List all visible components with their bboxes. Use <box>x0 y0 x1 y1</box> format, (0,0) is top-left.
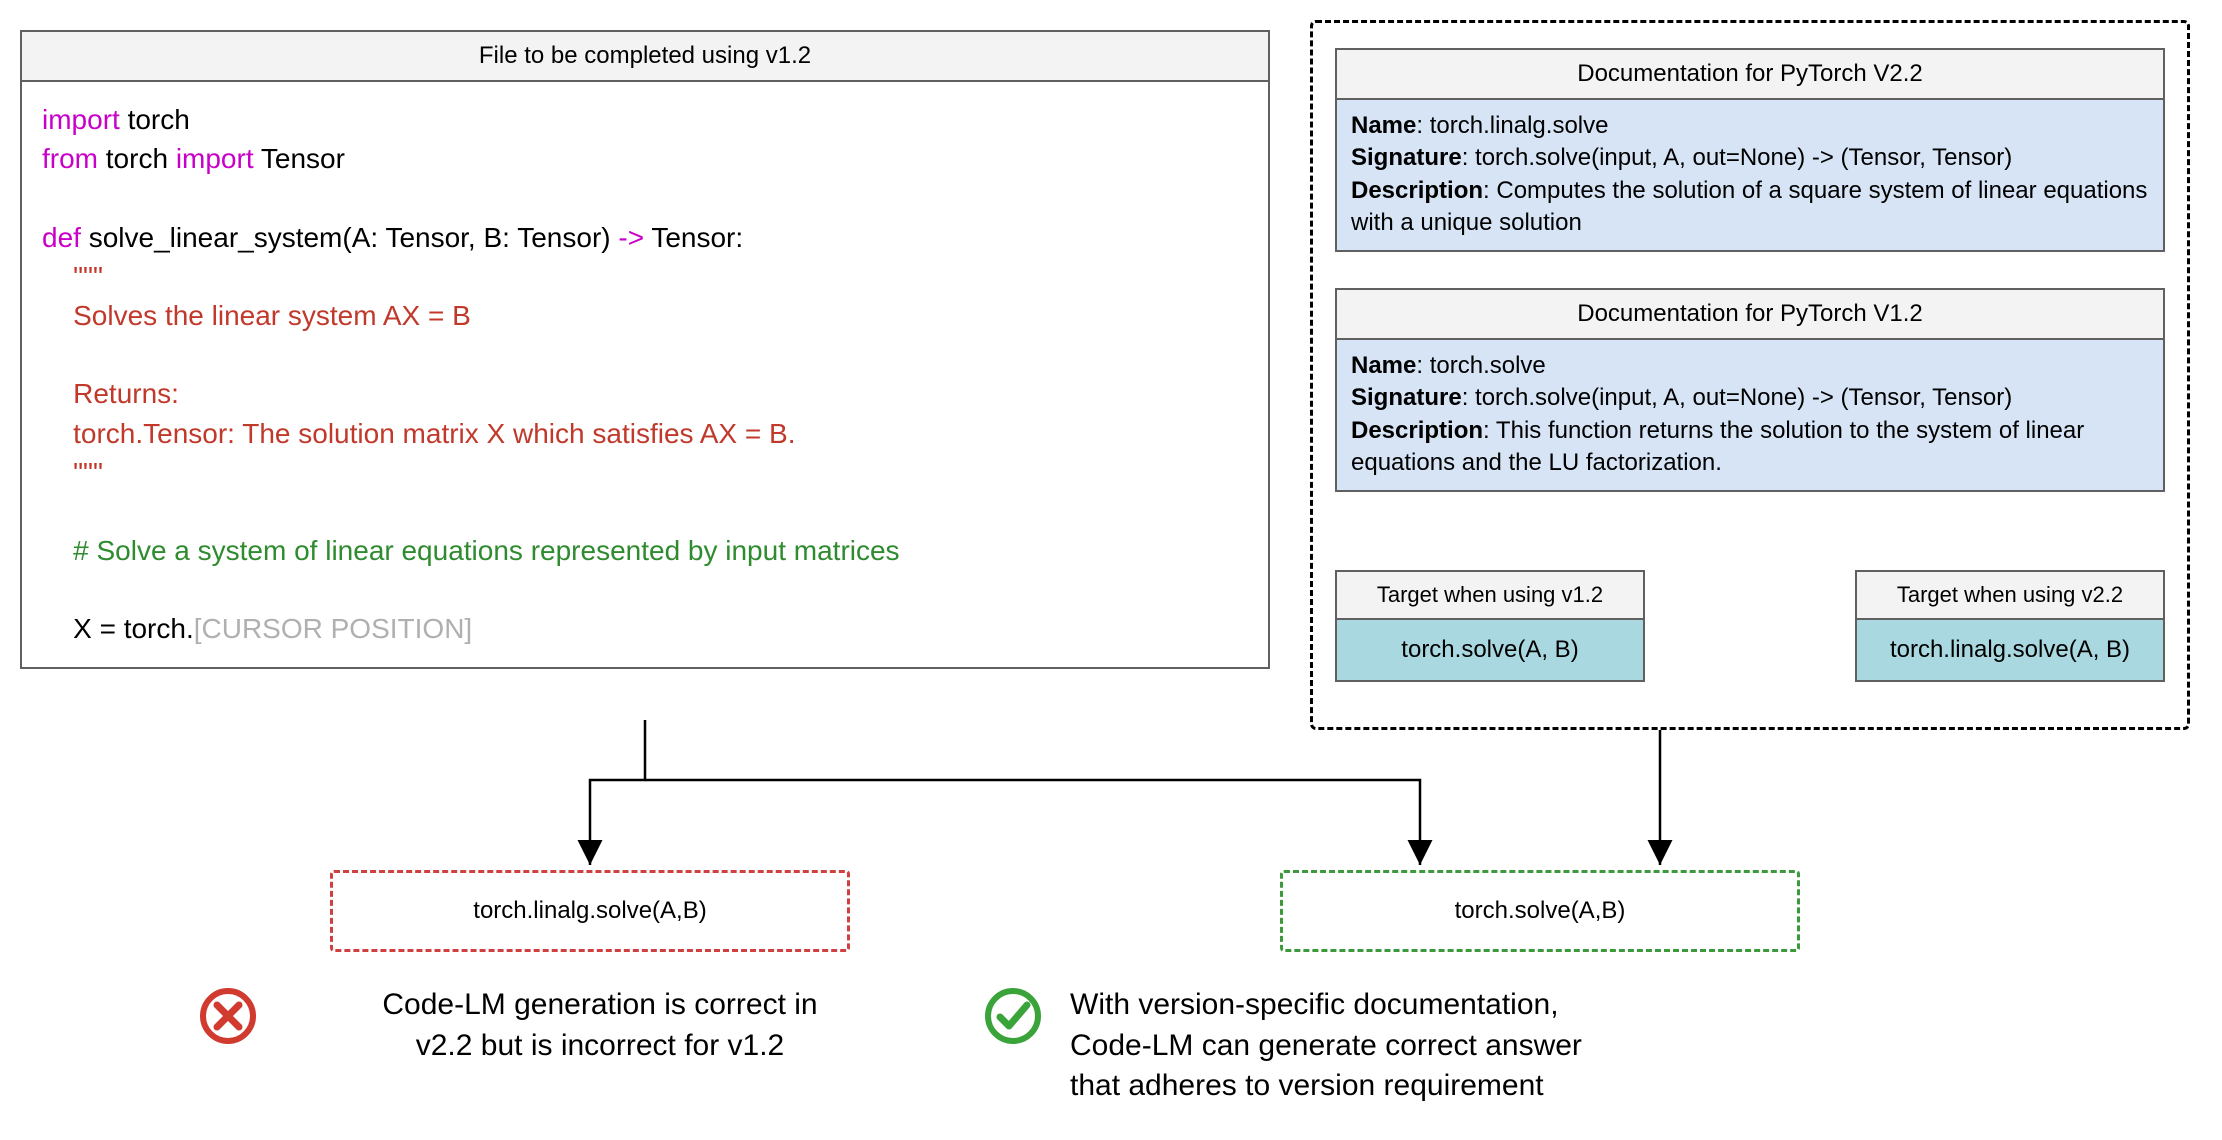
arrow-code-to-left <box>20 20 2200 1120</box>
cross-icon <box>200 988 256 1049</box>
caption-left-l1: Code-LM generation is correct in <box>280 985 920 1026</box>
caption-right-l2: Code-LM can generate correct answer <box>1070 1026 1770 1067</box>
caption-right-l3: that adheres to version requirement <box>1070 1066 1770 1107</box>
caption-left-l2: v2.2 but is incorrect for v1.2 <box>280 1026 920 1067</box>
caption-left: Code-LM generation is correct in v2.2 bu… <box>280 985 920 1066</box>
diagram-canvas: File to be completed using v1.2 import t… <box>20 20 2200 1120</box>
check-icon <box>985 988 1041 1049</box>
caption-right-l1: With version-specific documentation, <box>1070 985 1770 1026</box>
caption-right: With version-specific documentation, Cod… <box>1070 985 1770 1107</box>
